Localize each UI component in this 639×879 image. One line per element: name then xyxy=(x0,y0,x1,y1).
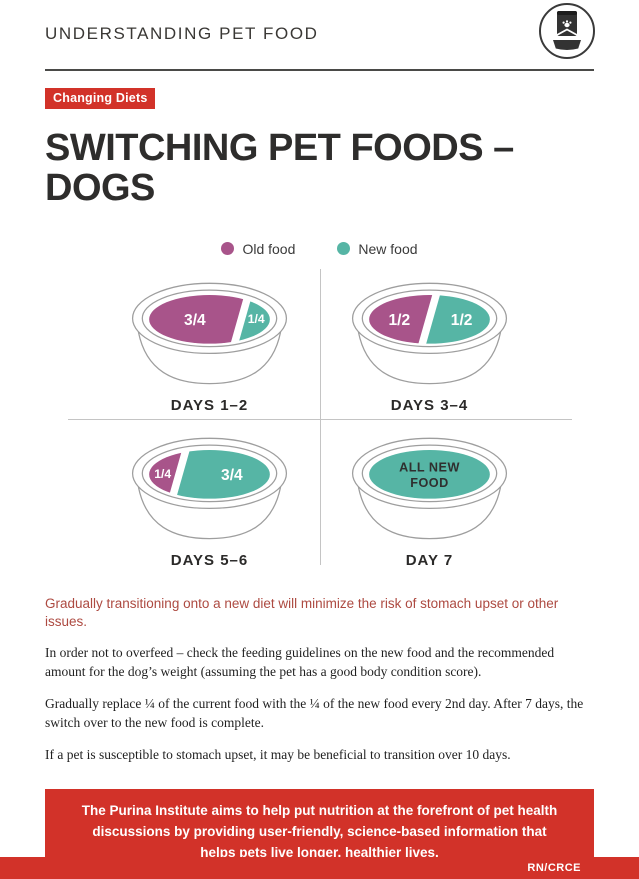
dog-bowl-illustration: 3/4 1/4 xyxy=(131,282,288,385)
bowl-label: DAYS 5–6 xyxy=(170,551,249,569)
legend-item-new-food: New food xyxy=(337,240,418,257)
dog-bowl-illustration: 1/2 1/2 xyxy=(351,282,508,385)
footer-code: RN/CRCE xyxy=(527,862,581,874)
legend-label-old-food: Old food xyxy=(242,240,296,257)
bowl-label: DAY 7 xyxy=(405,551,454,569)
paragraph: If a pet is susceptible to stomach upset… xyxy=(45,746,511,762)
old-food-fraction: 3/4 xyxy=(184,312,206,329)
bowl-days-5-6: 1/4 3/4 DAYS 5–6 xyxy=(100,424,320,569)
old-food-dot-icon xyxy=(221,242,235,256)
new-food-fraction: 1/2 xyxy=(451,312,473,329)
dog-bowl-illustration: 1/4 3/4 xyxy=(131,437,288,540)
bowl-diagram-grid: 3/4 1/4 DAYS 1–2 1/2 1/2 DAYS 3–4 xyxy=(67,268,572,569)
legend-item-old-food: Old food xyxy=(221,241,295,257)
bowl-label: DAYS 3–4 xyxy=(390,396,469,414)
page-header: UNDERSTANDING PET FOOD xyxy=(0,0,639,65)
dog-bowl-illustration: ALL NEW FOOD xyxy=(351,437,508,540)
old-food-fraction: 1/2 xyxy=(388,312,410,329)
grid-vertical-divider xyxy=(319,268,321,565)
header-title: UNDERSTANDING PET FOOD xyxy=(45,24,319,43)
paragraph: In order not to overfeed – check the fee… xyxy=(45,645,555,680)
bowl-days-1-2: 3/4 1/4 DAYS 1–2 xyxy=(100,269,320,414)
bowl-label: DAYS 1–2 xyxy=(170,396,249,414)
body-copy: In order not to overfeed – check the fee… xyxy=(0,644,639,764)
all-new-food-line1: ALL NEW xyxy=(399,460,460,474)
legend-label-new-food: New food xyxy=(358,240,418,257)
new-food-dot-icon xyxy=(337,242,351,256)
bowl-day-7: ALL NEW FOOD DAY 7 xyxy=(320,424,540,569)
pet-food-bag-and-bowl-icon xyxy=(538,2,596,65)
header-divider xyxy=(45,69,594,71)
bowl-days-3-4: 1/2 1/2 DAYS 3–4 xyxy=(320,269,540,414)
footer-bar: RN/CRCE xyxy=(0,857,639,879)
paragraph: Gradually replace ¼ of the current food … xyxy=(45,696,584,730)
legend: Old food New food xyxy=(0,241,639,257)
all-new-food-line2: FOOD xyxy=(410,476,448,490)
section-badge: Changing Diets xyxy=(45,88,156,109)
page-title: SWITCHING PET FOODS – DOGS xyxy=(45,127,514,209)
lead-sentence: Gradually transitioning onto a new diet … xyxy=(45,595,559,629)
old-food-fraction: 1/4 xyxy=(154,467,171,481)
new-food-fraction: 1/4 xyxy=(248,312,265,326)
grid-horizontal-divider xyxy=(67,418,572,420)
new-food-fraction: 3/4 xyxy=(221,467,243,484)
